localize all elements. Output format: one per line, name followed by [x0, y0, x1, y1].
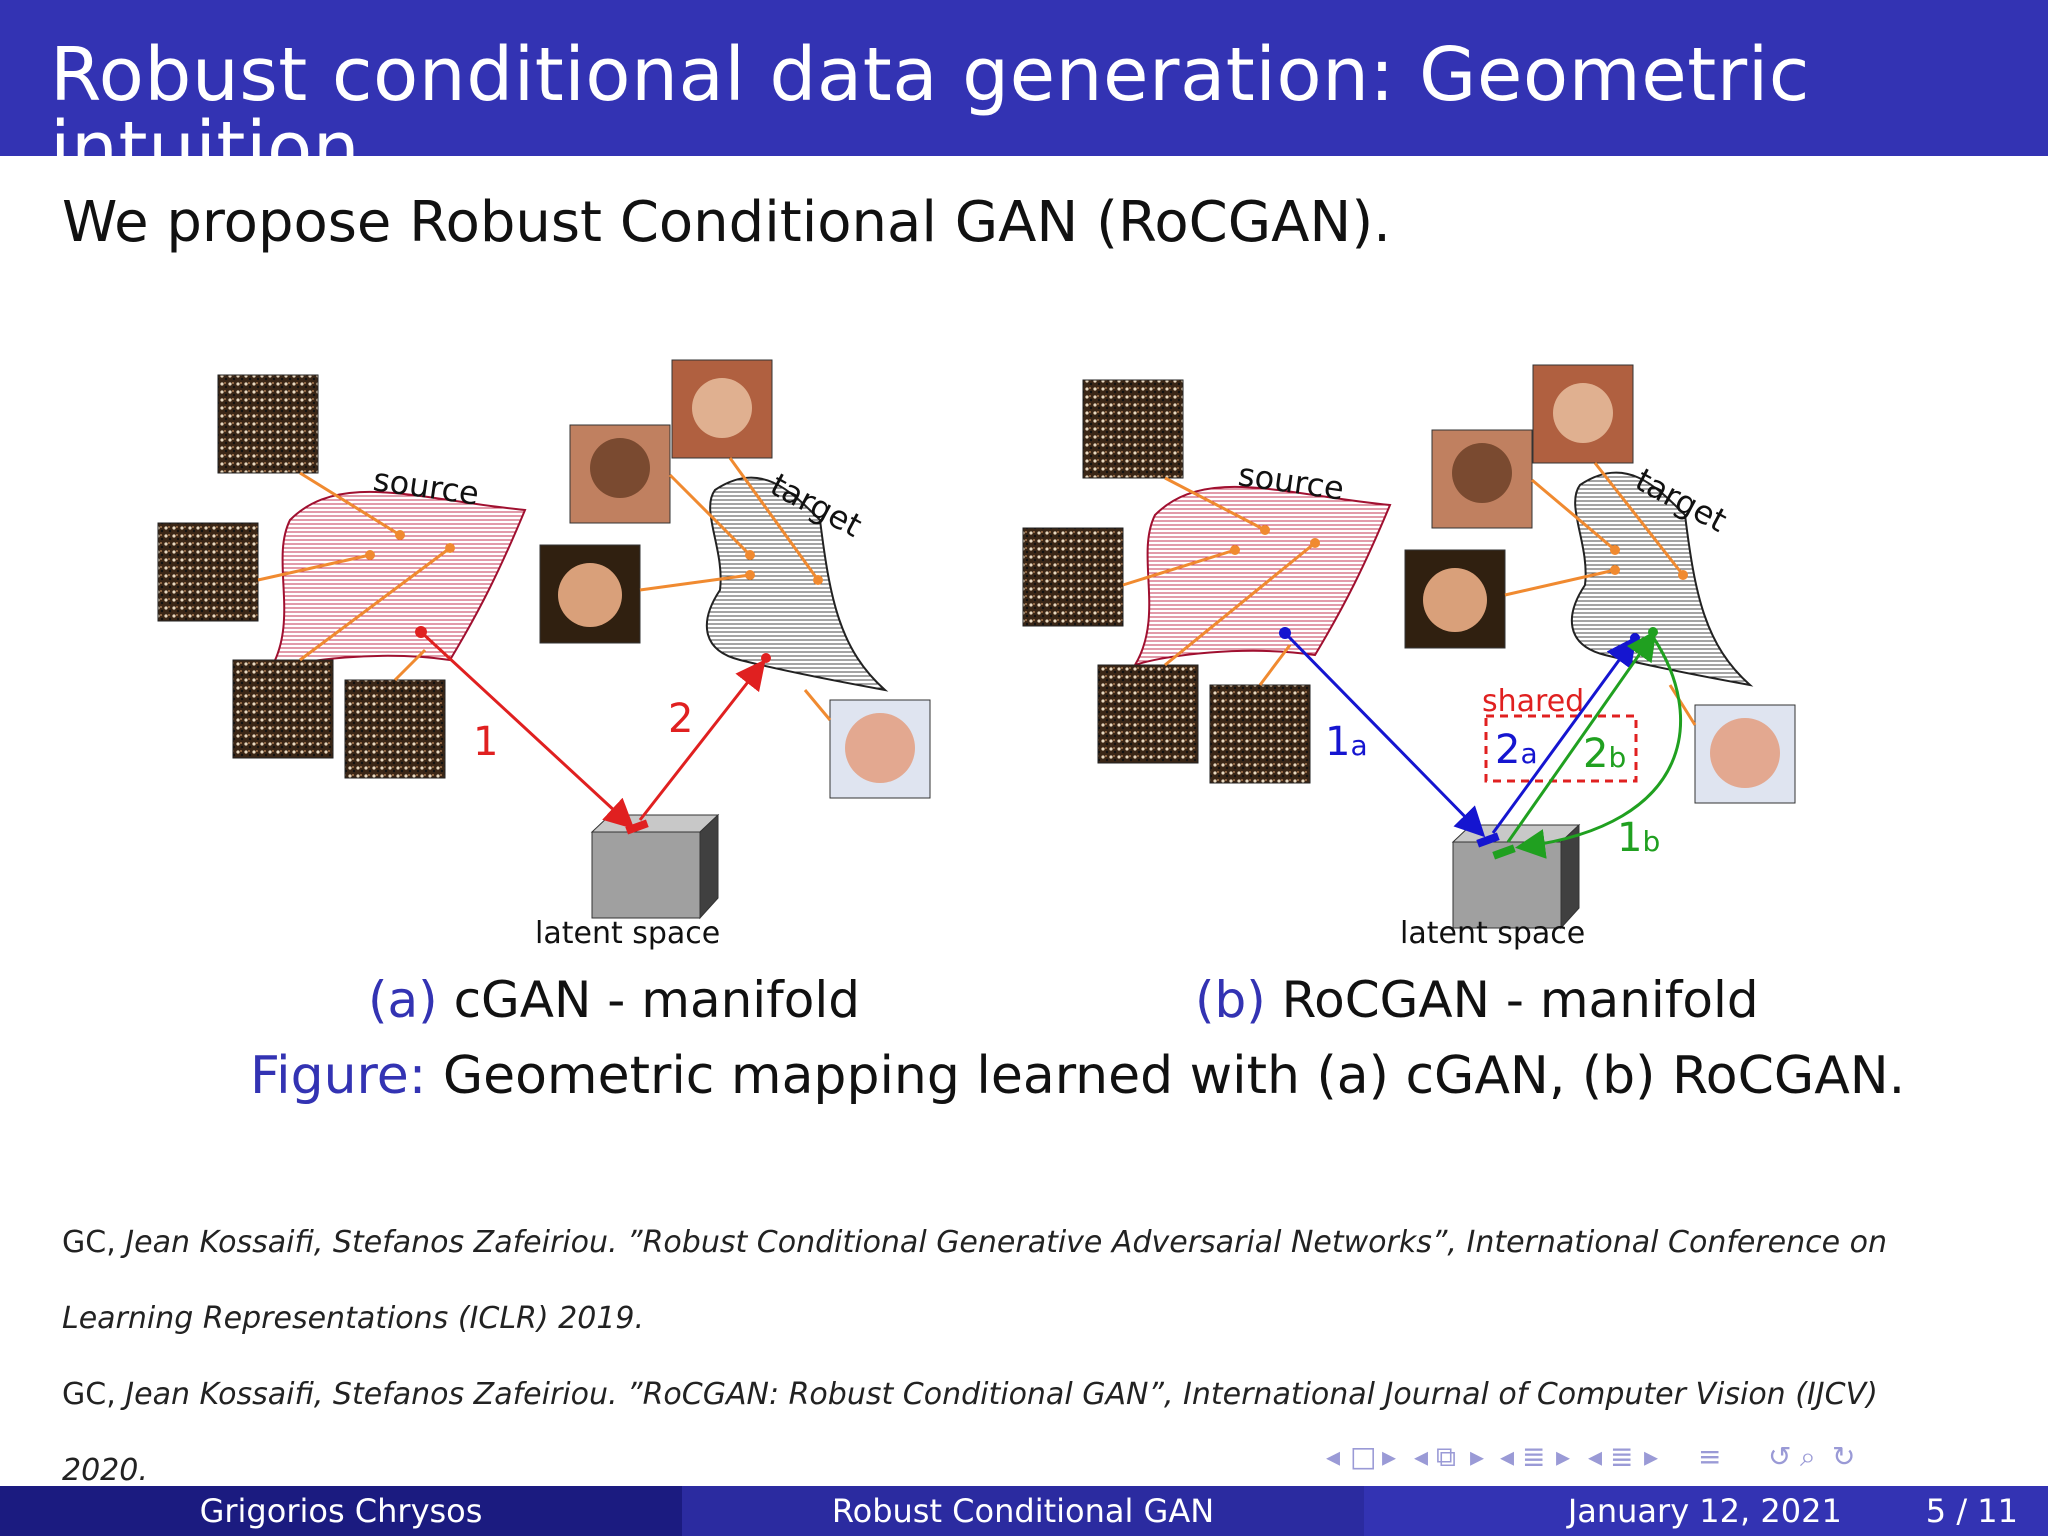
nav-toc-icon[interactable]: ≡: [1698, 1440, 1722, 1473]
caption-b: (b) RoCGAN - manifold: [1195, 975, 1759, 1025]
reference-1-line-2: Learning Representations (ICLR) 2019.: [62, 1301, 645, 1336]
arrow-1b-label: 1b: [1617, 815, 1660, 861]
nav-next-slide-icon[interactable]: ▸: [1644, 1440, 1659, 1473]
figure-text: Geometric mapping learned with (a) cGAN,…: [442, 1046, 1906, 1106]
arrow-2: [638, 659, 766, 821]
noisy-face-4: [344, 679, 446, 779]
noisy-face-1: [1082, 379, 1184, 479]
noisy-face-3: [232, 659, 334, 759]
diagram-cgan: source target latent space 1 2: [157, 359, 931, 950]
figure-caption: Figure: Geometric mapping learned with (…: [250, 1050, 1905, 1102]
nav-prev-section-icon[interactable]: ◂: [1500, 1440, 1515, 1473]
nav-next-subsection-icon[interactable]: ▸: [1470, 1440, 1485, 1473]
figure-prefix: Figure:: [250, 1046, 427, 1106]
diagram-rocgan: source target latent space shared: [1022, 364, 1796, 951]
arrow-1a: [1283, 631, 1486, 838]
beamer-navigation: ◂ □ ▸ ◂ ⧉ ▸ ◂ ≣ ▸ ◂ ≣ ▸ ≡ ↺ ⌕ ↻: [1320, 1440, 2030, 1476]
reference-1-line-1: GC, Jean Kossaifi, Stefanos Zafeiriou. ”…: [62, 1225, 1888, 1260]
nav-section-icon[interactable]: ≣: [1522, 1440, 1546, 1473]
arrow-1a-label: 1a: [1325, 719, 1368, 765]
footer-author: Grigorios Chrysos: [0, 1486, 682, 1536]
arrow-1b: [1515, 636, 1682, 859]
nav-search-icon[interactable]: ⌕: [1800, 1440, 1816, 1473]
noisy-face-2: [157, 522, 259, 622]
latent-label: latent space: [1400, 916, 1585, 951]
source-manifold: [267, 490, 527, 672]
footer-right: January 12, 2021 5 / 11: [1364, 1486, 2048, 1536]
arrow-1: [419, 630, 635, 830]
noisy-face-1: [217, 374, 319, 474]
footer-date: January 12, 2021: [1567, 1492, 1842, 1530]
nav-subsection-icon[interactable]: ⧉: [1436, 1440, 1456, 1473]
nav-prev-subsection-icon[interactable]: ◂: [1414, 1440, 1429, 1473]
caption-a-tag: (a): [368, 971, 438, 1029]
caption-a: (a) cGAN - manifold: [368, 975, 860, 1025]
footer: Grigorios Chrysos Robust Conditional GAN…: [0, 1486, 2048, 1536]
references: GC, Jean Kossaifi, Stefanos Zafeiriou. ”…: [62, 1205, 2012, 1509]
target-manifold: [706, 476, 889, 692]
reference-2-line-1: GC, Jean Kossaifi, Stefanos Zafeiriou. ”…: [62, 1377, 1878, 1412]
shared-box: [1484, 714, 1638, 783]
nav-redo-icon[interactable]: ↻: [1832, 1440, 1856, 1473]
shared-label: shared: [1482, 684, 1584, 719]
footer-page: 5 / 11: [1925, 1492, 2018, 1530]
arrow-2b-label: 2b: [1583, 731, 1626, 777]
footer-title: Robust Conditional GAN: [682, 1486, 1364, 1536]
source-manifold: [1132, 485, 1392, 667]
caption-a-text: cGAN - manifold: [453, 971, 860, 1029]
arrow-2-label: 2: [668, 696, 693, 742]
intro-sentence: We propose Robust Conditional GAN (RoCGA…: [62, 190, 1391, 255]
nav-prev-slide-icon[interactable]: ◂: [1588, 1440, 1603, 1473]
arrow-2b: [1506, 630, 1657, 843]
noisy-face-3: [1097, 664, 1199, 764]
nav-next-section-icon[interactable]: ▸: [1556, 1440, 1571, 1473]
nav-undo-icon[interactable]: ↺: [1768, 1440, 1792, 1473]
target-manifold: [1571, 471, 1754, 687]
title-bar: Robust conditional data generation: Geom…: [0, 0, 2048, 186]
nav-slide-icon[interactable]: ≣: [1610, 1440, 1634, 1473]
slide-title: Robust conditional data generation: Geom…: [50, 32, 1810, 192]
nav-prev-frame-icon[interactable]: ◂: [1326, 1440, 1341, 1473]
latent-box: [590, 813, 720, 920]
noisy-face-4: [1209, 684, 1311, 784]
reference-2-line-2: 2020.: [62, 1453, 148, 1488]
nav-next-frame-icon[interactable]: ▸: [1382, 1440, 1397, 1473]
arrow-2a-label: 2a: [1495, 727, 1538, 773]
caption-b-text: RoCGAN - manifold: [1281, 971, 1759, 1029]
arrow-1-label: 1: [473, 719, 498, 765]
latent-label: latent space: [535, 916, 720, 950]
noisy-face-2: [1022, 527, 1124, 627]
caption-b-tag: (b): [1195, 971, 1266, 1029]
nav-frame-icon[interactable]: □: [1350, 1440, 1377, 1473]
arrow-2a: [1491, 636, 1637, 834]
